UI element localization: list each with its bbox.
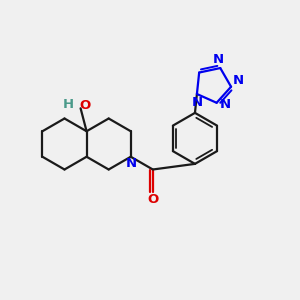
- Text: N: N: [191, 96, 203, 109]
- Text: H: H: [62, 98, 74, 111]
- Text: N: N: [126, 157, 137, 170]
- Text: N: N: [213, 53, 224, 66]
- Text: O: O: [147, 193, 158, 206]
- Text: N: N: [220, 98, 231, 111]
- Text: N: N: [233, 74, 244, 87]
- Text: O: O: [80, 99, 91, 112]
